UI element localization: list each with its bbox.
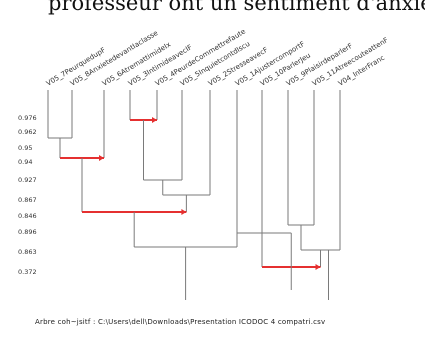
y-tick-label: 0.867	[18, 196, 37, 204]
leaf-labels: V05_7PeurquedupFV05_8AnxietedevantIaclas…	[45, 27, 390, 87]
merge-arrowhead	[99, 155, 104, 161]
y-tick-label: 0.962	[18, 128, 37, 136]
y-tick-label: 0.846	[18, 212, 37, 220]
merge-arrowhead	[181, 209, 187, 215]
y-tick-label: 0.976	[18, 114, 37, 122]
y-axis-labels: 0.976 0.962 0.95 0.94 0.927 0.867 0.846 0.896 0.…	[18, 114, 37, 276]
header-text: professeur ont un sentiment d'anxiété n	[48, 0, 425, 15]
y-tick-label: 0.372	[18, 268, 37, 276]
y-tick-label: 0.927	[18, 176, 37, 184]
y-tick-label: 0.896	[18, 228, 37, 236]
y-tick-label: 0.94	[18, 158, 32, 166]
caption: Arbre coh~jsitf : C:\Users\dell\Download…	[35, 318, 326, 326]
merge-arrowhead	[315, 264, 321, 270]
dendrogram-links	[47, 90, 341, 300]
y-tick-label: 0.863	[18, 248, 37, 256]
y-tick-label: 0.95	[18, 144, 32, 152]
merge-arrowhead	[152, 117, 157, 123]
